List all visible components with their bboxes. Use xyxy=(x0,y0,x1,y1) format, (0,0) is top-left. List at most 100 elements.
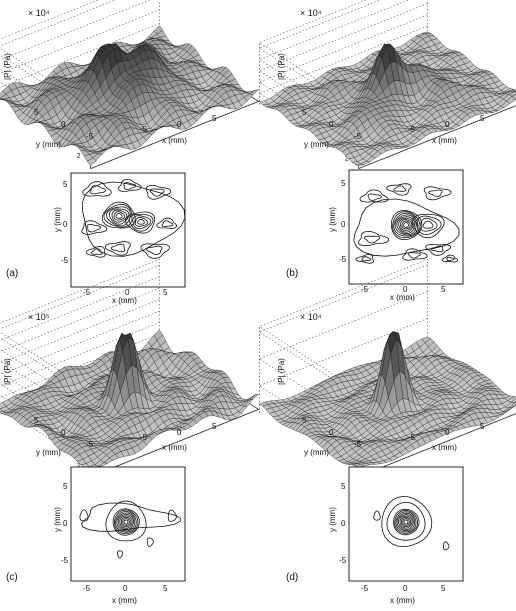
panel-d-back-wall-1 xyxy=(259,258,428,413)
panel-c-contour: y (mm) x (mm) 5 0 -5 -5 0 5 (c) xyxy=(6,466,186,605)
panel-d-surface-mesh xyxy=(259,331,516,469)
panel-b-contour-line xyxy=(403,222,409,228)
panel-a-y-tick-3: -5 xyxy=(86,132,94,141)
panel-a-contour-line xyxy=(111,209,128,223)
panel-a-contour-line xyxy=(81,220,108,235)
panel-c-contour-y-label: y (mm) xyxy=(53,507,62,532)
panel-a-contour-line xyxy=(118,178,142,192)
panel-c-contour-line xyxy=(112,508,140,536)
panel-a-contour-line xyxy=(140,243,170,259)
panel-a-z-axis-label: |P| (Pa) xyxy=(3,53,12,80)
panel-d-x-tick-3: 5 xyxy=(480,422,485,431)
panel-b-surface-mesh xyxy=(259,31,516,166)
panel-c-y-axis-label: y (mm) xyxy=(36,448,61,457)
panel-c-surface-facet xyxy=(249,393,260,401)
panel-b-surface-facet xyxy=(507,89,516,93)
panel-d-contour-x-label: x (mm) xyxy=(390,596,415,605)
panel-a-y-tick-2: 0 xyxy=(61,120,66,129)
panel-c-y-tick-2: 0 xyxy=(61,428,66,437)
panel-c-contour-line xyxy=(105,500,147,542)
panel-c-contour-ytick-2: 0 xyxy=(63,519,68,528)
panel-a-contour-line xyxy=(123,182,137,190)
panel-a-contour-line xyxy=(82,181,112,197)
panel-a-contour-ytick-3: -5 xyxy=(61,256,69,265)
panel-a-contour-line xyxy=(113,211,126,221)
panel-c-contour-ytick-1: 5 xyxy=(63,482,68,491)
panel-d-contour-line xyxy=(395,511,417,533)
panel-d-z-gridline-3 xyxy=(258,264,428,397)
panel-b-contour-line xyxy=(423,186,452,201)
panel-c-y-tick-3: -5 xyxy=(86,440,94,449)
panel-b-x-tick-2: 0 xyxy=(445,120,450,129)
panel-d-contour: y (mm) x (mm) 5 0 -5 -5 0 5 (d) xyxy=(286,466,464,605)
panel-c-contour-frame xyxy=(70,466,186,582)
panel-c-contour-line xyxy=(79,509,89,522)
panel-c-contour-line xyxy=(119,515,133,529)
panel-b-contour-ytick-3: -5 xyxy=(339,255,347,264)
panel-a-x-tick-2: 0 xyxy=(177,120,182,129)
panel-a-contour-line xyxy=(90,248,103,255)
panel-b-contour-line xyxy=(393,185,407,192)
panel-b-contour-line xyxy=(407,252,421,259)
panel-a-contour-line xyxy=(85,246,106,258)
panel-c-x-tick-2: 0 xyxy=(177,428,182,437)
panel-b-contour-line xyxy=(446,256,455,262)
panel-d-surface: 15105 × 10⁴ |P| (Pa) y (mm) x (mm) 5 0 -… xyxy=(258,258,516,477)
panel-c-contour-xtick-3: 5 xyxy=(163,584,168,593)
panel-c-label: (c) xyxy=(6,572,18,583)
panel-d-contour-line xyxy=(381,495,433,548)
panel-d-contour-line xyxy=(403,519,409,525)
panel-d-contour-xtick-3: 5 xyxy=(441,584,446,593)
panel-a-surface-facet xyxy=(249,89,260,96)
panel-b-contour-line xyxy=(422,220,434,229)
panel-b-contour-line xyxy=(396,216,416,235)
panel-b-contour-line xyxy=(393,212,419,237)
panel-b-contour-line xyxy=(400,219,413,231)
panel-a-contour-line xyxy=(137,218,145,225)
panel-c-contour-line xyxy=(116,512,136,532)
panel-b-label: (b) xyxy=(286,268,298,279)
panel-d-contour-y-label: y (mm) xyxy=(328,507,337,532)
panel-a-contour-line xyxy=(101,201,136,229)
panel-a-contour-xtick-3: 5 xyxy=(163,288,168,297)
panel-b-surface: 108642 × 10⁴ |P| (Pa) y (mm) x (mm) 5 0 … xyxy=(258,0,516,169)
panel-c-contour-line xyxy=(81,502,181,532)
panel-d-y-axis-label: y (mm) xyxy=(304,448,329,457)
panel-b-contour-line xyxy=(392,211,421,239)
panel-a-contour-line xyxy=(115,212,123,219)
panel-a-contour-line xyxy=(125,211,156,234)
panel-b-z-tick-1: 2 xyxy=(345,155,349,162)
panel-d-surface-facet xyxy=(510,397,516,403)
panel-a-back-wall-1 xyxy=(0,0,160,40)
panel-a-contour-ytick-1: 5 xyxy=(63,180,68,189)
panel-d-contour-ytick-3: -5 xyxy=(339,556,347,565)
panel-a-label: (a) xyxy=(6,268,18,279)
panel-c-contour-line xyxy=(113,509,139,535)
panel-b-contour-xtick-2: 0 xyxy=(403,285,408,294)
panel-b-back-wall-1 xyxy=(259,0,428,105)
panel-a-contour-line xyxy=(156,217,178,229)
panel-a-contour-line xyxy=(110,243,126,253)
panel-b-contour-y-label: y (mm) xyxy=(328,207,337,232)
panel-a-y-tick-1: 5 xyxy=(34,108,39,117)
panel-c-x-tick-3: 5 xyxy=(212,422,217,431)
panel-d-label: (d) xyxy=(286,572,298,583)
panel-a-contour-y-label: y (mm) xyxy=(53,207,62,232)
panel-b-contour-line xyxy=(441,254,459,263)
panel-c-x-axis-label: x (mm) xyxy=(162,443,187,452)
panel-b-x-tick-3: 5 xyxy=(480,114,485,123)
panel-c-contour-xtick-2: 0 xyxy=(123,584,128,593)
panel-a-contour: y (mm) x (mm) 5 0 -5 -5 0 5 (a) xyxy=(6,172,186,305)
panel-a-contour-line xyxy=(128,213,154,232)
panel-c-contour-xtick-1: -5 xyxy=(83,584,91,593)
panel-b-y-tick-3: -5 xyxy=(354,132,362,141)
panel-b-contour-line xyxy=(364,235,381,244)
panel-d-x-tick-2: 0 xyxy=(445,428,450,437)
panel-a-contour-line xyxy=(108,208,130,225)
panel-b-contour-x-label: x (mm) xyxy=(390,293,415,302)
panel-d-contour-line xyxy=(399,515,413,529)
panel-b-contour-line xyxy=(353,198,460,257)
panel-a-contour-line xyxy=(146,245,163,255)
panel-c-z-axis-label: |P| (Pa) xyxy=(3,358,12,385)
panel-b-contour-line xyxy=(394,214,417,236)
